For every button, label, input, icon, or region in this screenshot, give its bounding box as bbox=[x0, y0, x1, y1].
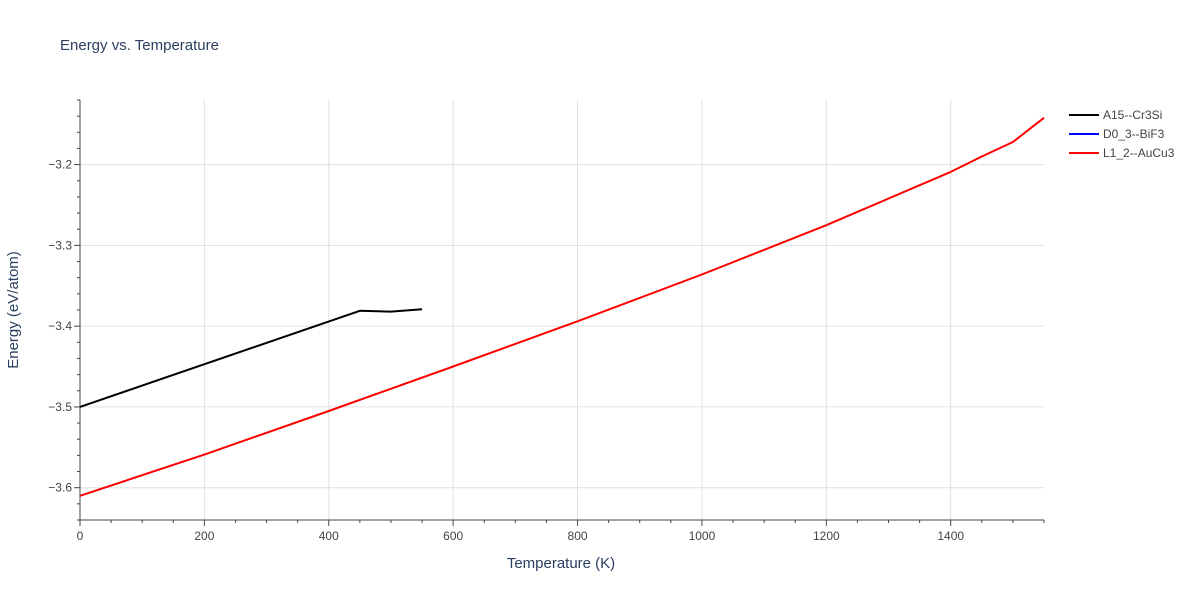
legend-label: L1_2--AuCu3 bbox=[1103, 146, 1175, 160]
axes-layer bbox=[74, 99, 1045, 526]
y-tick-label: −3.6 bbox=[48, 481, 72, 495]
x-tick-label: 1400 bbox=[937, 529, 964, 543]
x-tick-label: 400 bbox=[319, 529, 339, 543]
y-axis-title: Energy (eV/atom) bbox=[5, 251, 22, 369]
series-line-a15-cr3si bbox=[79, 308, 423, 408]
x-tick-label: 600 bbox=[443, 529, 463, 543]
y-tick-label: −3.4 bbox=[48, 319, 72, 333]
y-tick-label: −3.3 bbox=[48, 238, 72, 252]
series-layer bbox=[79, 117, 1045, 497]
x-tick-label: 200 bbox=[194, 529, 214, 543]
tick-labels-layer: 0 200 400 600 800 1000 1200 1400 −3.6 −3.5 −3.4 −3.… bbox=[48, 158, 964, 543]
legend-label: D0_3--BiF3 bbox=[1103, 127, 1165, 141]
x-tick-label: 0 bbox=[77, 529, 84, 543]
legend-item[interactable]: D0_3--BiF3 bbox=[1069, 127, 1165, 141]
y-tick-label: −3.5 bbox=[48, 400, 72, 414]
legend-item[interactable]: A15--Cr3Si bbox=[1069, 108, 1162, 122]
y-tick-label: −3.2 bbox=[48, 158, 72, 172]
x-tick-label: 1000 bbox=[689, 529, 716, 543]
x-tick-label: 800 bbox=[568, 529, 588, 543]
legend[interactable]: A15--Cr3Si D0_3--BiF3 L1_2--AuCu3 bbox=[1069, 108, 1175, 160]
legend-label: A15--Cr3Si bbox=[1103, 108, 1162, 122]
chart-title: Energy vs. Temperature bbox=[60, 37, 219, 54]
grid-layer bbox=[80, 100, 1044, 520]
series-line-l1-2-aucu3 bbox=[79, 117, 1045, 497]
legend-item[interactable]: L1_2--AuCu3 bbox=[1069, 146, 1175, 160]
x-tick-label: 1200 bbox=[813, 529, 840, 543]
x-axis-title: Temperature (K) bbox=[507, 555, 615, 572]
